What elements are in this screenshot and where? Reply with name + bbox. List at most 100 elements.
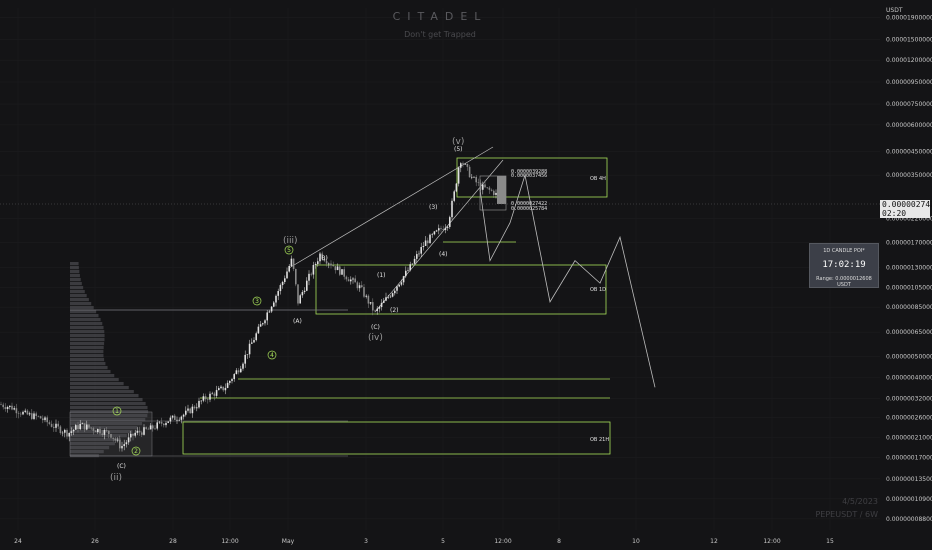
y-tick-label: 0.00000950000 [886,79,932,86]
range-fill [497,176,506,204]
candle-body [477,182,480,183]
candle-body [240,368,242,373]
wave-minor-label: (5) [454,146,463,153]
zone-value: 0.0000027422 [511,201,547,207]
candle-body [44,417,46,421]
candle-body [493,190,495,195]
candle-body [2,404,4,408]
candle-body [264,320,266,324]
candle-body [112,437,114,439]
candle-body [334,266,337,271]
current-price-badge: 0.00000274221 02:20 [880,200,932,218]
candle-body [442,229,444,231]
candle-body [455,183,458,192]
candle-body [407,270,409,271]
candle-body [312,264,315,275]
zone-ob-4h[interactable] [456,157,608,198]
candle-body [394,290,396,294]
candle-body [356,282,359,289]
candle-body [20,413,22,415]
volume-profile-bar [70,326,104,330]
candle-body [387,296,389,298]
wave-minor-label: (1) [377,272,386,279]
candle-body [435,230,438,232]
y-tick-label: 0.00000220000 [886,215,932,222]
volume-profile-bar [70,434,127,438]
zone-ob-1d[interactable] [315,264,607,315]
volume-profile-bar [70,306,94,310]
wave-major-label: (ii) [110,473,122,483]
candle-body [462,163,464,165]
y-tick-label: 0.00000008800 [886,516,932,523]
candle-body [332,265,334,267]
y-tick-label: 0.00000040000 [886,375,932,382]
candle-body [413,258,416,264]
candle-body [17,413,20,414]
volume-profile-bar [70,274,80,278]
candle-body [198,400,200,408]
y-tick-label: 0.00000032000 [886,395,932,402]
candle-body [233,374,235,380]
candle-body [295,268,297,285]
candle-body [213,393,216,396]
candle-body [251,342,253,344]
candle-body [365,295,367,297]
candle-body [90,427,92,429]
candle-countdown: 02:20 [882,209,907,218]
volume-profile-bar [70,282,82,286]
candle-body [308,273,310,281]
volume-profile-bar [70,346,104,350]
candle-body [50,423,53,427]
candle-body [154,428,156,430]
volume-profile-bar [70,358,105,362]
candle-body [446,226,449,228]
volume-profile-bar [70,310,97,314]
y-tick-label: 0.00001200000 [886,57,932,64]
y-tick-label: 0.00000105000 [886,284,932,291]
candle-body [121,445,123,449]
candle-body [317,261,319,265]
x-tick-label: 12:00 [763,538,780,545]
candle-body [119,439,121,449]
candle-body [460,163,462,168]
chart-grid [0,8,880,530]
candle-body [380,302,383,307]
volume-profile-bar [70,454,99,458]
time-axis[interactable]: 24 26 28 12:00 May 3 5 12:00 8 10 12 12:00 15 [14,538,834,545]
candle-body [70,431,73,433]
candle-body [33,413,35,419]
price-axis[interactable]: 0.00001900000 0.00001500000 0.00001200000 0… [886,14,932,522]
wave-minor-label: (B) [319,255,328,262]
candle-body [37,416,40,417]
volume-profile-bar [70,410,149,414]
candle-body [88,424,90,428]
y-tick-label: 0.00000750000 [886,101,932,108]
candle-body [11,405,13,410]
volume-profile-bar [70,398,143,402]
zone-ob-21h[interactable] [182,421,611,455]
x-tick-label: 24 [14,538,22,545]
candle-body [141,432,143,435]
candle-body [457,167,460,184]
candle-body [237,370,240,373]
candle-body [114,438,117,441]
candle-body [31,413,33,419]
candle-body [185,410,187,415]
candle-body [284,278,286,282]
volume-profile-bar [70,330,105,334]
candle-body [224,387,227,391]
candle-body [391,293,394,297]
candle-body [473,176,475,178]
volume-profile-bar [70,302,92,306]
volume-profile-bar [70,446,110,450]
candle-body [325,261,328,264]
volume-profile-bar [70,382,124,386]
candle-body [222,386,224,391]
volume-profile-bar [70,354,104,358]
volume-profile-bar [70,390,134,394]
zone-label: OB 21H [590,437,609,443]
candle-body [196,407,198,409]
volume-profile-bar [70,350,104,354]
candle-body [116,439,119,441]
